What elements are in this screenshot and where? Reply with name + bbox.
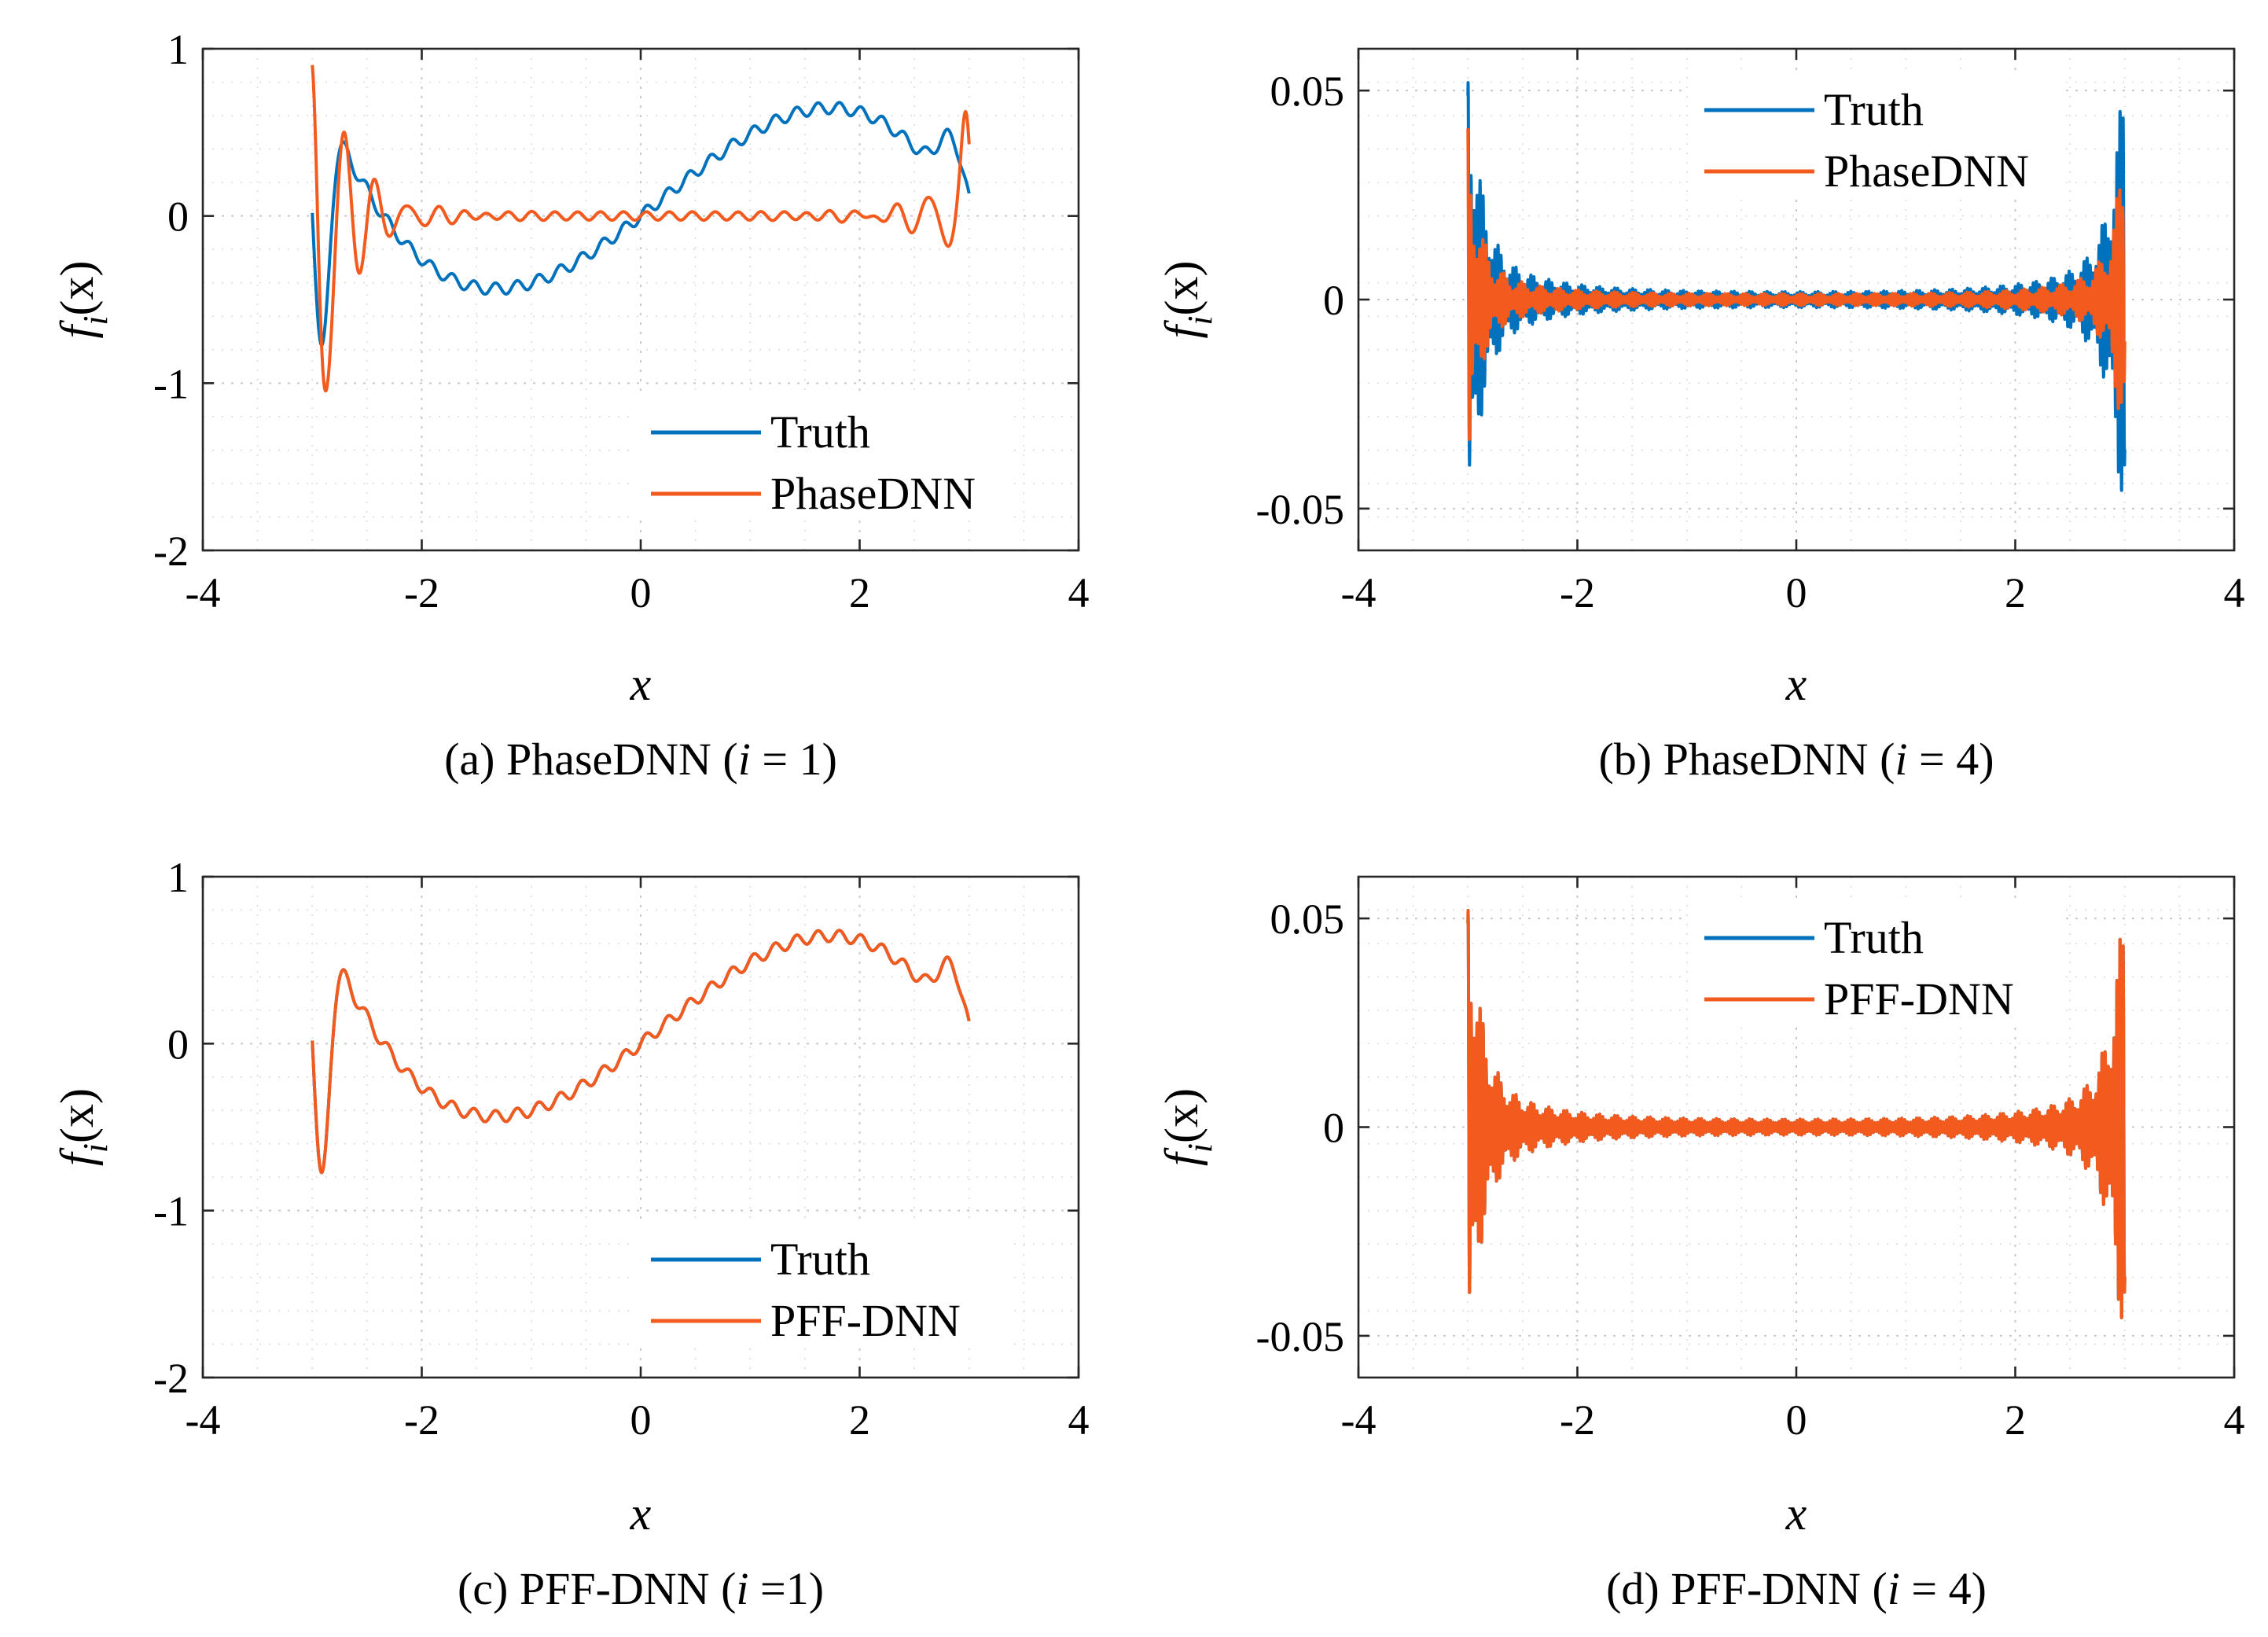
panel-caption: (b) PhaseDNN (i = 4) [1598,734,1994,785]
x-tick-label: 0 [630,1396,652,1444]
x-axis-label: x [1785,658,1807,710]
x-tick-label: 0 [630,569,652,616]
x-tick-label: -4 [186,569,221,616]
legend-label: Truth [1824,912,1924,963]
x-tick-label: 4 [1068,1396,1090,1444]
legend-label: PFF-DNN [1824,973,2014,1025]
legend-label: PhaseDNN [770,468,976,519]
legend-label: Truth [1824,84,1924,135]
x-tick-label: 2 [2005,1396,2026,1444]
legend-box [635,393,1013,519]
y-axis-label: fi(x) [1156,1088,1219,1166]
y-tick-label: -0.05 [1256,486,1344,533]
series-line-phasednn [311,64,971,393]
legend: Truth PFF-DNN [1689,899,2066,1025]
y-tick-label: -1 [153,360,189,407]
x-tick-label: 4 [2224,1396,2245,1444]
x-axis-label: x [630,1488,652,1540]
legend-box [1689,71,2066,197]
y-axis-label: fi(x) [1156,261,1219,339]
x-tick-label: -4 [1341,1396,1377,1444]
series-line-pff-dnn [311,929,971,1175]
x-tick-label: -2 [404,1396,439,1444]
legend-box [1689,899,2066,1025]
legend: Truth PFF-DNN [635,1220,1013,1346]
legend: Truth PhaseDNN [1689,71,2066,197]
y-tick-label: 0.05 [1270,68,1345,115]
legend-label: PFF-DNN [770,1295,961,1346]
panel-caption: (a) PhaseDNN (i = 1) [444,734,837,785]
panel-caption: (d) PFF-DNN (i = 4) [1606,1563,1987,1614]
y-tick-label: -0.05 [1256,1313,1344,1360]
legend-box [635,1220,1013,1346]
y-tick-label: 0 [167,1021,189,1068]
x-tick-label: 4 [2224,569,2245,616]
legend: Truth PhaseDNN [635,393,1013,519]
y-axis-label: fi(x) [51,1088,115,1166]
x-tick-label: 2 [849,1396,870,1444]
y-tick-label: 0 [167,193,189,241]
x-tick-label: 2 [849,569,870,616]
panel-b: -4 -2 0 2 4 -0.05 0 0.05 x fi(x) Truth PhaseDNN (b) … [1156,47,2245,785]
y-tick-label: -1 [153,1188,189,1235]
panel-caption: (c) PFF-DNN (i =1) [458,1563,824,1614]
panel-d: -4 -2 0 2 4 -0.05 0 0.05 x fi(x) Truth PFF-DNN (d) P… [1156,875,2245,1614]
y-tick-label: 1 [167,26,189,73]
y-tick-label: 0 [1323,1105,1344,1152]
legend-label: PhaseDNN [1824,145,2029,197]
x-tick-label: 2 [2005,569,2026,616]
x-axis-label: x [1785,1488,1807,1540]
x-axis-label: x [630,658,652,710]
x-tick-label: -4 [186,1396,221,1444]
series-line-pff-dnn [1466,909,2126,1319]
x-tick-label: 0 [1786,569,1807,616]
y-tick-label: -2 [153,1355,189,1402]
series-line-phasednn [1466,128,2126,441]
legend-label: Truth [770,406,870,458]
x-tick-label: 4 [1068,569,1090,616]
y-tick-label: 0.05 [1270,896,1345,943]
x-tick-label: -4 [1341,569,1377,616]
y-axis-label: fi(x) [51,261,115,339]
y-tick-label: 0 [1323,277,1344,324]
x-tick-label: -2 [1560,569,1595,616]
x-tick-label: -2 [1560,1396,1595,1444]
legend-label: Truth [770,1234,870,1285]
x-tick-label: 0 [1786,1396,1807,1444]
y-tick-label: 1 [167,854,189,901]
y-tick-label: -2 [153,528,189,575]
x-tick-label: -2 [404,569,439,616]
